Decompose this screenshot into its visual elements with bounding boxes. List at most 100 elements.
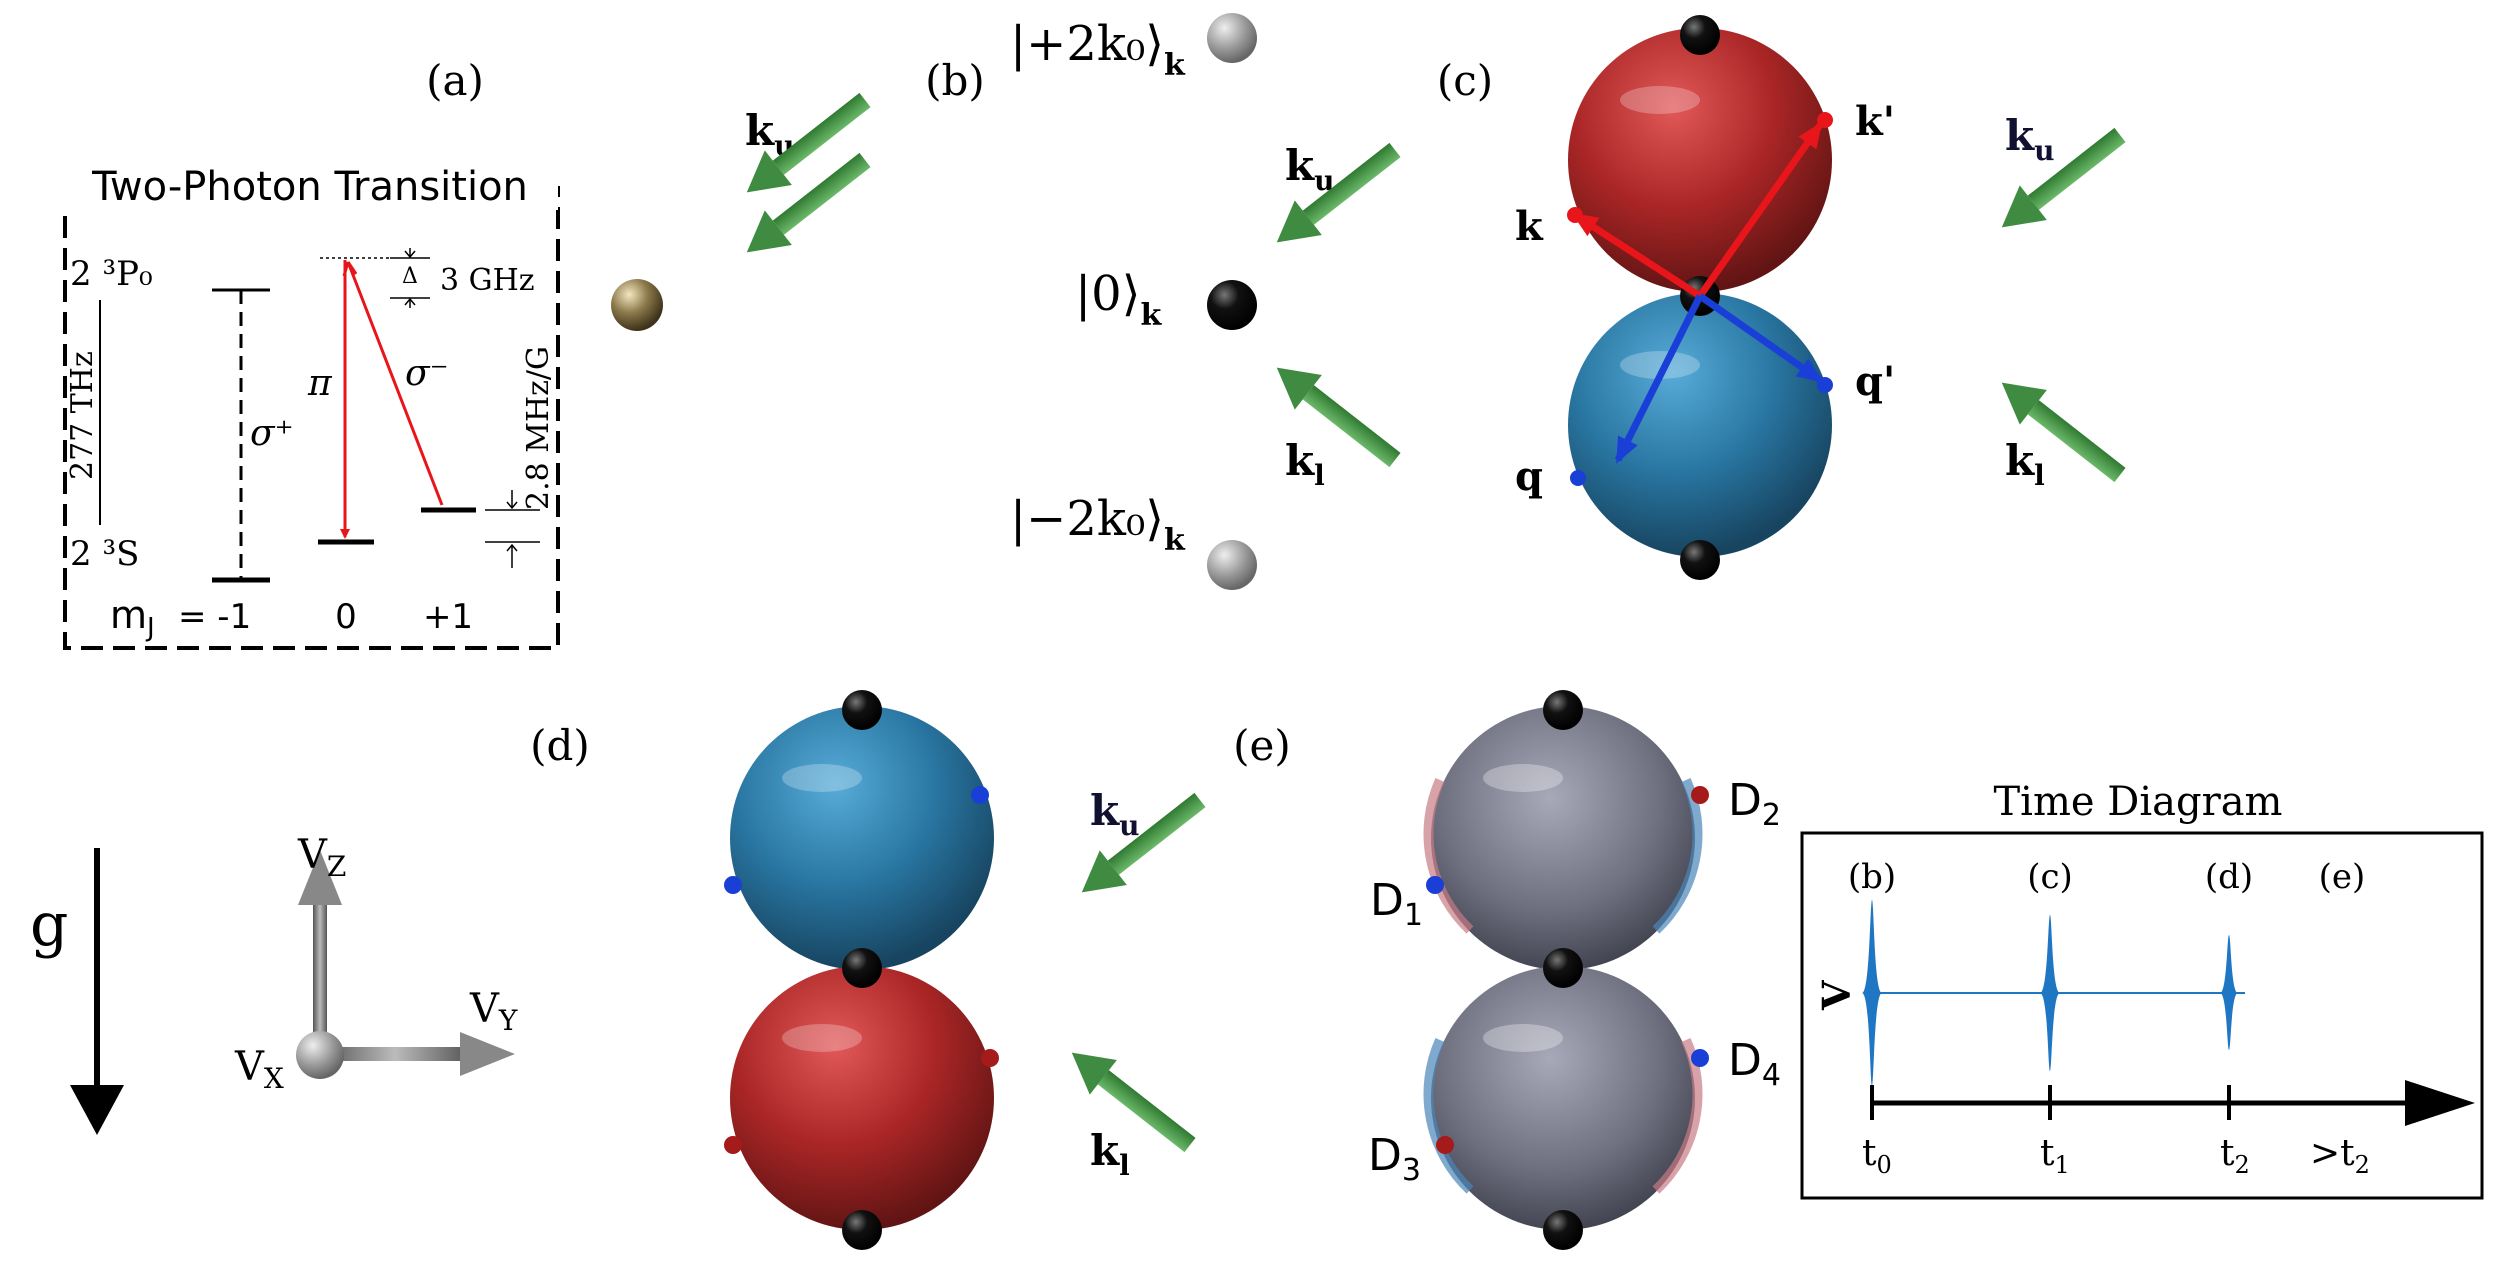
- time-diagram: Time Diagram V (b) (c) (d) (e) t0 t1 t2 …: [1800, 779, 2484, 1200]
- pi-label: π: [307, 363, 333, 404]
- arrow-k: [1571, 212, 1702, 299]
- highlight-red-c: [1620, 86, 1700, 114]
- label-q-prime: q': [1855, 358, 1895, 405]
- transition-box: [63, 186, 560, 650]
- tint-lower-left: [1423, 1037, 1474, 1194]
- mj-minus1: = -1: [178, 597, 251, 637]
- gravity-label: g: [30, 890, 68, 960]
- freq-label: 277 THz: [65, 351, 100, 480]
- panel-a: (a) Two-Photon Transition 2 ³P₀ 2 ³S 277…: [58, 56, 871, 650]
- panel-a-ku: ku: [745, 106, 794, 162]
- panel-c-kl: kl: [2005, 436, 2045, 492]
- atom-top: [1207, 13, 1257, 63]
- sphere-red-d: [730, 966, 994, 1230]
- panel-c-label: (c): [1437, 56, 1493, 105]
- panel-b-label: (b): [925, 56, 985, 105]
- label-d1: D1: [1370, 875, 1423, 933]
- atom-e-bottom: [1543, 1210, 1583, 1250]
- atom-mid: [1207, 280, 1257, 330]
- detune-delta: Δ: [402, 264, 418, 289]
- panel-d-beam-upper: [1081, 792, 1206, 893]
- label-t1: t1: [2040, 1133, 2070, 1179]
- label-q: q: [1515, 453, 1543, 500]
- atom-e-mid: [1543, 948, 1583, 988]
- panel-c-beam-lower: [2001, 382, 2126, 483]
- level-s-label: 2 ³S: [70, 534, 139, 574]
- axis-vz-head: [298, 850, 342, 905]
- panel-b-beam-lower: [1276, 367, 1401, 468]
- state-plus2k: |+2k₀⟩k: [1010, 16, 1186, 83]
- axis-vy: [320, 1047, 470, 1061]
- axis-vz: [313, 895, 327, 1055]
- time-diagram-title: Time Diagram: [1993, 779, 2282, 825]
- atom-gold: [611, 279, 663, 331]
- panel-a-beam-2: [746, 152, 871, 253]
- panel-a-beam-1: [746, 92, 871, 193]
- sigma-plus-label: σ⁺: [250, 413, 294, 454]
- atom-e-top: [1543, 690, 1583, 730]
- phase-c: (c): [2027, 857, 2073, 897]
- phase-b: (b): [1848, 857, 1896, 897]
- sphere-gray-upper: [1431, 706, 1695, 970]
- phase-d: (d): [2205, 857, 2253, 897]
- panel-c-ku: ku: [2005, 111, 2054, 167]
- label-t0: t0: [1862, 1133, 1892, 1179]
- panel-c-beam-upper: [2001, 127, 2126, 228]
- atom-c-bottom: [1680, 540, 1720, 580]
- panel-d-ku: ku: [1090, 786, 1139, 842]
- pulse-t1: [2040, 915, 2060, 1071]
- mj-zero: 0: [335, 597, 357, 637]
- time-axis-arrowhead: [2405, 1080, 2475, 1126]
- panel-b: (b) |+2k₀⟩k |0⟩k |−2k₀⟩k ku kl: [925, 13, 1401, 590]
- zeeman-arrow-top: [506, 490, 518, 510]
- dot-e-d3: [1436, 1136, 1454, 1154]
- mj-plus1: +1: [423, 597, 473, 637]
- sphere-red-c: [1568, 28, 1832, 292]
- sphere-gray-lower: [1431, 966, 1695, 1230]
- detune-arrow-top: [404, 248, 416, 259]
- axis-vx-origin: [296, 1031, 344, 1079]
- time-diagram-box: [1800, 831, 2484, 1200]
- panel-d-kl: kl: [1090, 1126, 1130, 1182]
- dot-e-d1: [1426, 876, 1444, 894]
- panel-b-ku: ku: [1285, 141, 1334, 197]
- dot-e-d2: [1691, 786, 1709, 804]
- highlight-red-d: [782, 1024, 862, 1052]
- atom-d-mid: [842, 948, 882, 988]
- panel-c: (c) k k' q q' ku kl: [1437, 15, 2126, 580]
- gravity-arrowhead: [70, 1085, 124, 1135]
- title-backing: [58, 165, 558, 210]
- dot-k-prime: [1817, 112, 1833, 128]
- label-k: k: [1515, 203, 1544, 250]
- sphere-blue-c: [1568, 293, 1832, 557]
- axis-vy-head: [460, 1032, 515, 1076]
- pulse-t0: [1862, 900, 1882, 1086]
- sigma-minus-label: σ⁻: [405, 353, 449, 394]
- dot-e-d4: [1691, 1049, 1709, 1067]
- atom-c-top: [1680, 15, 1720, 55]
- panel-d: (d) g VZ VY VX ku kl: [30, 690, 1206, 1250]
- tint-upper-left: [1423, 777, 1474, 934]
- highlight-blue-c: [1620, 351, 1700, 379]
- atom-d-top: [842, 690, 882, 730]
- label-d4: D4: [1728, 1035, 1781, 1093]
- arrow-k-prime: [1697, 121, 1823, 299]
- panel-e-label: (e): [1233, 721, 1291, 770]
- label-k-prime: k': [1855, 98, 1895, 145]
- dot-d-3: [981, 1049, 999, 1067]
- transition-title: Two-Photon Transition: [91, 164, 528, 210]
- highlight-gray-lower: [1483, 1024, 1563, 1052]
- label-d3: D3: [1368, 1130, 1421, 1188]
- state-minus2k: |−2k₀⟩k: [1010, 491, 1186, 558]
- atom-d-bottom: [842, 1210, 882, 1250]
- highlight-gray-upper: [1483, 764, 1563, 792]
- level-p-label: 2 ³P₀: [70, 254, 153, 294]
- dot-d-2: [724, 876, 742, 894]
- label-vx: VX: [234, 1044, 284, 1095]
- panel-a-label: (a): [426, 56, 484, 105]
- sigma-minus-arrow: [346, 261, 444, 506]
- label-d2: D2: [1728, 775, 1781, 833]
- arrow-q: [1614, 294, 1704, 464]
- arrow-q-prime: [1697, 293, 1824, 383]
